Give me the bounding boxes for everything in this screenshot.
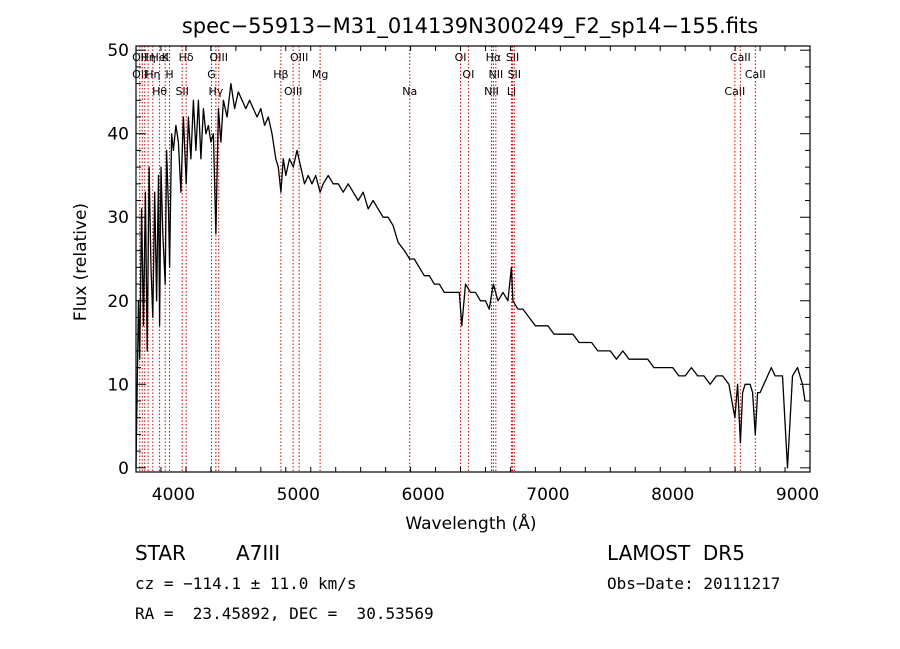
- line-label: OIII: [210, 51, 228, 64]
- line-label: SII: [506, 51, 519, 64]
- y-tick-label: 40: [107, 125, 129, 145]
- x-axis-ticks: 4000 5000 6000 7000 8000 9000: [135, 46, 819, 505]
- spectrum-line: [135, 82, 806, 469]
- x-tick-label: 8000: [651, 485, 694, 505]
- line-label: Mg: [312, 68, 328, 81]
- redshift-velocity: cz = −114.1 ± 11.0 km/s: [135, 574, 357, 593]
- emission-line-markers: OIIOIIHηHηHθHeIKHSIIHδGHγOIIIHβOIIIOIIIM…: [132, 46, 766, 472]
- y-tick-label: 10: [107, 375, 129, 395]
- observation-date: Obs−Date: 20111217: [607, 574, 781, 593]
- y-tick-label: 30: [107, 208, 129, 228]
- line-label: Hθ: [152, 85, 167, 98]
- line-label: SII: [175, 85, 188, 98]
- coordinates: RA = 23.45892, DEC = 30.53569: [135, 604, 434, 623]
- survey-name: LAMOST DR5: [607, 541, 745, 565]
- chart-title: spec−55913−M31_014139N300249_F2_sp14−155…: [182, 14, 758, 39]
- x-tick-label: 4000: [152, 485, 195, 505]
- line-label: H: [165, 68, 173, 81]
- x-tick-label: 6000: [401, 485, 444, 505]
- line-label: OI: [462, 68, 474, 81]
- x-tick-label: 5000: [277, 485, 320, 505]
- y-tick-label: 50: [107, 41, 129, 61]
- line-label: OIII: [290, 51, 308, 64]
- x-axis-label: Wavelength (Å): [405, 512, 536, 534]
- line-label: NII: [488, 68, 503, 81]
- line-label: K: [162, 51, 170, 64]
- line-label: CaII: [724, 85, 745, 98]
- x-tick-label: 9000: [776, 485, 819, 505]
- line-label: CaII: [730, 51, 751, 64]
- line-label: Hβ: [273, 68, 288, 81]
- line-label: Hα: [486, 51, 502, 64]
- line-label: SII: [508, 68, 521, 81]
- line-label: OI: [455, 51, 467, 64]
- object-type: STAR: [135, 541, 186, 565]
- line-label: Hη: [145, 68, 160, 81]
- line-label: CaII: [745, 68, 766, 81]
- line-label: NII: [484, 85, 499, 98]
- spectral-subclass: A7III: [236, 541, 281, 565]
- line-label: Li: [507, 85, 516, 98]
- line-label: G: [207, 68, 216, 81]
- line-label: Na: [402, 85, 417, 98]
- line-label: OIII: [284, 85, 302, 98]
- y-tick-label: 20: [107, 292, 129, 312]
- line-label: Hγ: [208, 85, 223, 98]
- line-label: HeI: [150, 51, 168, 64]
- y-axis-ticks: 0 10 20 30 40 50: [107, 41, 810, 479]
- plot-frame: [135, 45, 811, 473]
- line-label: Hη: [140, 51, 155, 64]
- y-axis-label: Flux (relative): [71, 203, 91, 321]
- y-tick-label: 0: [118, 459, 129, 479]
- line-label: Hδ: [179, 51, 194, 64]
- x-tick-label: 7000: [526, 485, 569, 505]
